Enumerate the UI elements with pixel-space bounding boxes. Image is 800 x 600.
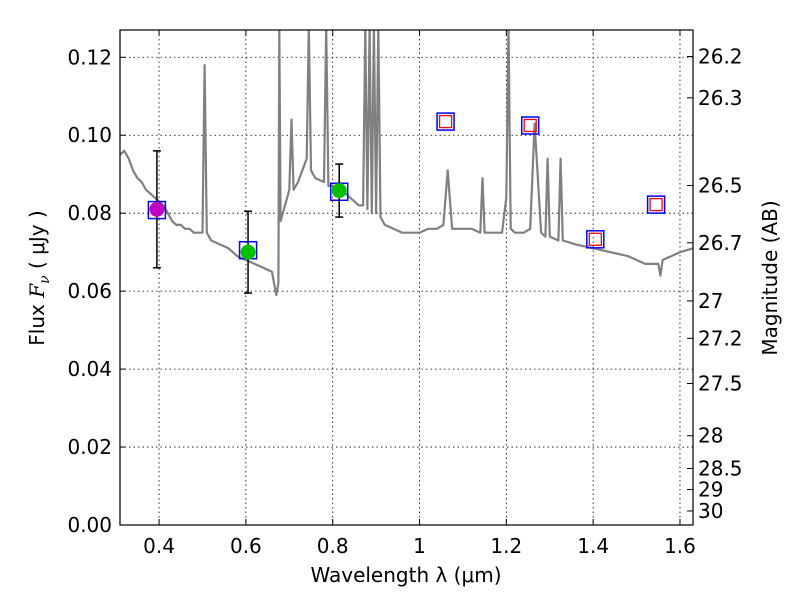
bandpass-square-marker [436,112,455,131]
sed-line-layer [120,30,693,297]
predicted-square-marker [523,118,537,133]
x-tick-label: 1.6 [664,534,696,558]
y2-axis-title: Magnitude (AB) [758,200,782,355]
y2-tick-label: 26.7 [698,231,743,255]
plot-frame [119,29,694,526]
y-tick-label: 0.06 [67,279,112,303]
y-tick-label: 0.02 [67,435,112,459]
y-axis-title: Flux Fν ( μJy ) [25,210,53,345]
predicted-square-marker [588,232,602,246]
y2-tick-label: 27 [698,289,723,313]
x-tick-label: 1.2 [490,534,522,558]
bandpass-square-marker [586,230,605,249]
y-tick-label: 0.08 [67,201,112,225]
observed-flux-point [331,183,347,199]
marker-layer [147,112,666,294]
y2-tick-label: 26.3 [698,86,743,110]
y2-tick-label: 27.5 [698,372,743,396]
x-tick-label: 0.6 [230,534,262,558]
x-tick-label: 0.4 [143,534,175,558]
y-tick-label: 0.12 [67,45,112,69]
y2-tick-label: 30 [698,499,723,523]
bandpass-square-marker [646,195,666,214]
y2-tick-label: 29 [698,478,723,502]
y-axis-title-symbol: F [25,283,49,299]
y-axis-title-prefix: Flux [25,298,49,346]
sed-model-line [120,30,693,297]
y2-tick-label: 28.5 [698,456,743,480]
predicted-square-marker [649,197,663,212]
y2-tick-label: 26.2 [698,45,743,69]
grid [120,30,693,526]
y2-tick-label: 27.2 [698,326,743,350]
y-axis-title-subscript: ν [37,275,53,284]
y-axis-title-suffix: ( μJy ) [25,210,49,275]
bandpass-square-marker [520,116,540,135]
y-tick-label: 0.00 [67,513,112,537]
ticks: 0.4 0.6 0.8 1 1.2 1.4 1.6 0.00 0.02 0.04 0.06 0.08 0… [67,30,743,558]
plot-background [120,30,693,525]
observed-flux-point [240,244,256,260]
x-tick-label: 1.4 [577,534,609,558]
x-tick-label: 1 [413,534,426,558]
x-tick-label: 0.8 [317,534,349,558]
predicted-square-marker [438,114,453,129]
x-axis-title: Wavelength λ (μm) [310,563,501,587]
y2-tick-label: 28 [698,424,723,448]
observed-flux-point [149,201,165,217]
y2-tick-label: 26.5 [698,174,743,198]
y-tick-label: 0.10 [67,123,112,147]
y-tick-label: 0.04 [67,357,112,381]
